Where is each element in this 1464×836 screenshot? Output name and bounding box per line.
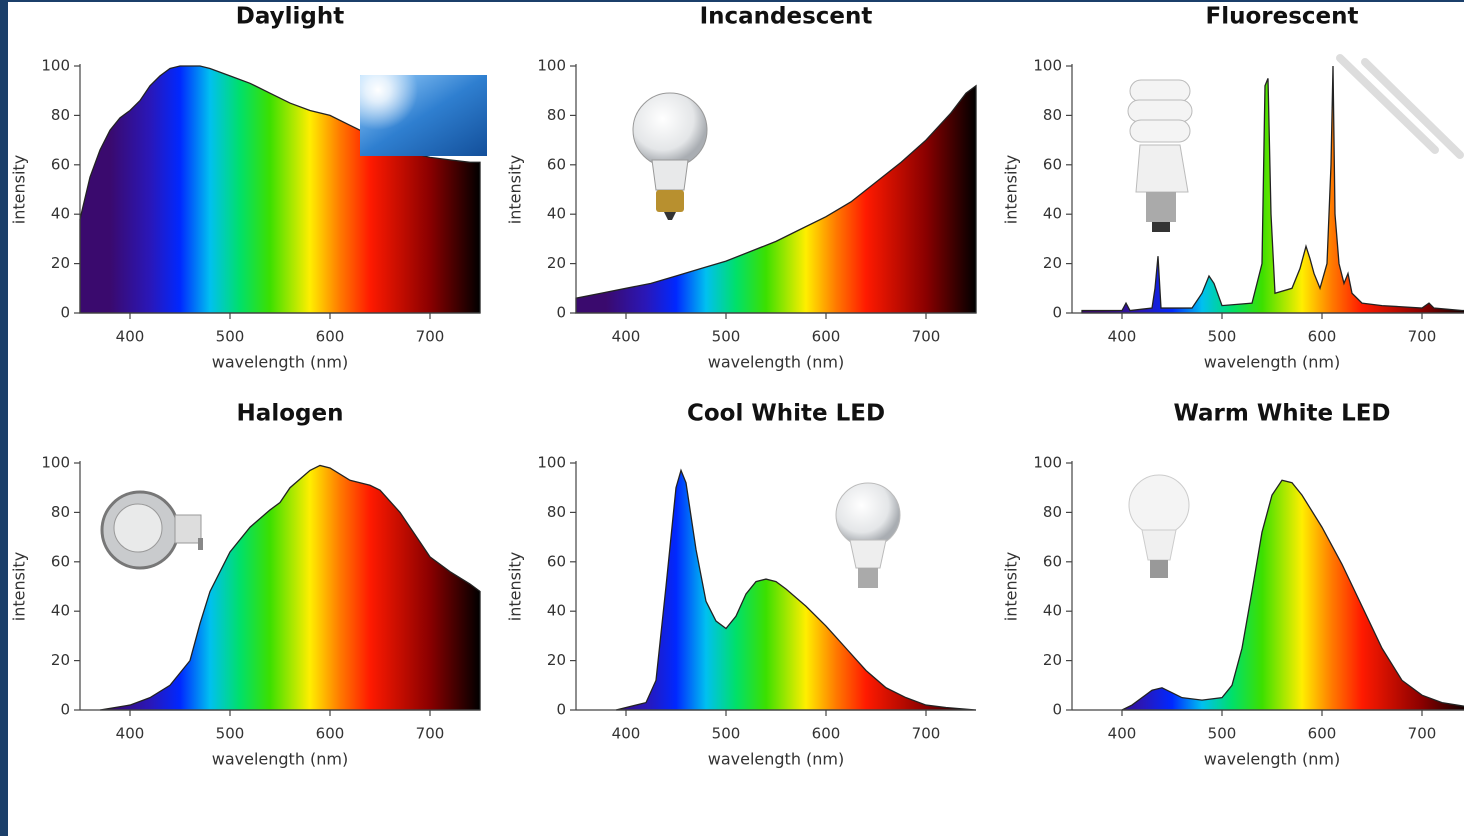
y-tick-label: 80	[51, 106, 70, 124]
chart-title: Fluorescent	[1205, 4, 1358, 30]
y-tick-label: 40	[547, 205, 566, 223]
cfl-bulb	[1127, 79, 1193, 232]
x-tick-label: 400	[116, 725, 145, 743]
y-tick-label: 0	[1052, 701, 1062, 719]
y-tick-label: 100	[1033, 454, 1062, 472]
spectrum-area	[1081, 65, 1464, 314]
x-axis-label: wavelength (nm)	[1204, 353, 1341, 372]
y-tick-label: 0	[1052, 304, 1062, 322]
sun-photo	[350, 62, 487, 156]
x-tick-label: 500	[712, 725, 741, 743]
y-tick-label: 100	[537, 454, 566, 472]
y-tick-label: 100	[41, 454, 70, 472]
y-tick-label: 0	[556, 701, 566, 719]
spectrum-area	[99, 464, 481, 711]
halogen-lamp	[100, 490, 203, 570]
spectrum-area	[1121, 479, 1464, 711]
x-tick-label: 700	[1408, 725, 1437, 743]
y-axis-label: intensity	[10, 552, 29, 621]
y-tick-label: 0	[60, 304, 70, 322]
x-axis-label: wavelength (nm)	[212, 750, 349, 769]
y-tick-label: 40	[547, 602, 566, 620]
y-axis-label: intensity	[506, 552, 525, 621]
y-tick-label: 20	[51, 254, 70, 272]
x-axis-label: wavelength (nm)	[708, 353, 845, 372]
y-axis-label: intensity	[10, 155, 29, 224]
chart-title: Cool White LED	[687, 401, 885, 427]
x-tick-label: 400	[116, 328, 145, 346]
x-tick-label: 400	[1108, 725, 1137, 743]
x-tick-label: 400	[1108, 328, 1137, 346]
y-tick-label: 80	[1043, 503, 1062, 521]
x-tick-label: 700	[912, 725, 941, 743]
y-tick-label: 20	[547, 651, 566, 669]
x-tick-label: 700	[1408, 328, 1437, 346]
y-tick-label: 0	[60, 701, 70, 719]
x-tick-label: 500	[1208, 725, 1237, 743]
y-axis-label: intensity	[1002, 155, 1021, 224]
y-tick-label: 60	[1043, 552, 1062, 570]
chart-title: Incandescent	[700, 4, 873, 30]
plots: Daylight intensity wavelength (nm) 0 20 40 60 8…	[10, 4, 1464, 769]
x-tick-label: 500	[216, 725, 245, 743]
y-tick-label: 40	[1043, 205, 1062, 223]
spectrum-area	[615, 468, 977, 711]
y-axis-label: intensity	[506, 155, 525, 224]
led-bulb-warm	[1128, 474, 1190, 578]
x-tick-label: 600	[316, 725, 345, 743]
y-tick-label: 100	[41, 57, 70, 75]
y-tick-label: 20	[51, 651, 70, 669]
x-tick-label: 700	[416, 328, 445, 346]
y-tick-label: 20	[547, 254, 566, 272]
spectrum-area	[575, 84, 977, 314]
x-tick-label: 400	[612, 328, 641, 346]
x-axis-label: wavelength (nm)	[708, 750, 845, 769]
frame-top	[0, 0, 1464, 2]
y-tick-label: 80	[51, 503, 70, 521]
x-tick-label: 500	[712, 328, 741, 346]
x-tick-label: 600	[812, 725, 841, 743]
chart-title: Warm White LED	[1173, 401, 1390, 427]
y-tick-label: 80	[547, 106, 566, 124]
x-tick-label: 500	[1208, 328, 1237, 346]
y-tick-label: 0	[556, 304, 566, 322]
y-tick-label: 40	[1043, 602, 1062, 620]
x-axis-label: wavelength (nm)	[1204, 750, 1341, 769]
y-tick-label: 60	[51, 155, 70, 173]
y-tick-label: 80	[547, 503, 566, 521]
y-tick-label: 80	[1043, 106, 1062, 124]
x-tick-label: 600	[1308, 328, 1337, 346]
y-tick-label: 60	[547, 155, 566, 173]
y-axis-label: intensity	[1002, 552, 1021, 621]
chart-title: Halogen	[237, 401, 344, 427]
x-tick-label: 700	[912, 328, 941, 346]
y-tick-label: 60	[51, 552, 70, 570]
y-tick-label: 60	[1043, 155, 1062, 173]
y-tick-label: 20	[1043, 254, 1062, 272]
y-tick-label: 60	[547, 552, 566, 570]
y-tick-label: 20	[1043, 651, 1062, 669]
spectrum-area	[79, 65, 481, 314]
incandescent-bulb	[632, 92, 708, 220]
x-axis-label: wavelength (nm)	[212, 353, 349, 372]
frame-left	[0, 0, 8, 836]
x-tick-label: 400	[612, 725, 641, 743]
x-tick-label: 700	[416, 725, 445, 743]
tube-lamps	[1336, 54, 1464, 159]
led-bulb-cool	[835, 482, 901, 588]
x-tick-label: 600	[812, 328, 841, 346]
y-tick-label: 40	[51, 205, 70, 223]
chart-title: Daylight	[236, 4, 345, 30]
x-tick-label: 600	[316, 328, 345, 346]
y-tick-label: 100	[1033, 57, 1062, 75]
x-tick-label: 600	[1308, 725, 1337, 743]
y-tick-label: 40	[51, 602, 70, 620]
x-tick-label: 500	[216, 328, 245, 346]
y-tick-label: 100	[537, 57, 566, 75]
